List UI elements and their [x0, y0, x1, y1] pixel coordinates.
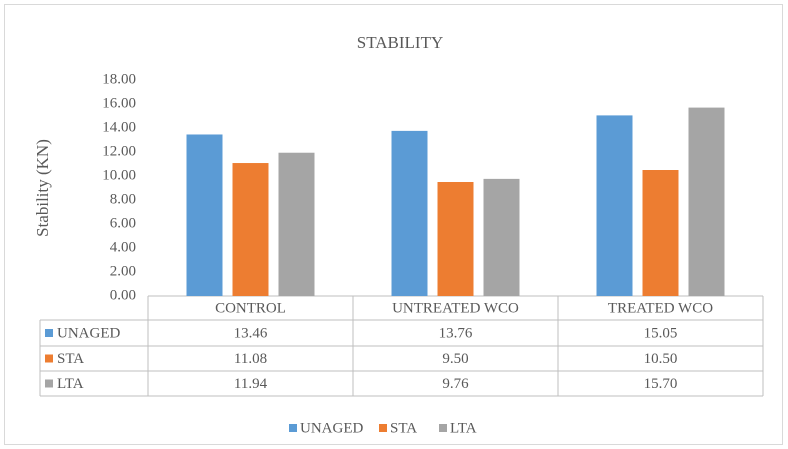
bar: [437, 182, 474, 296]
table-row-label: LTA: [57, 376, 84, 392]
table-cell: 11.94: [234, 376, 268, 392]
table-legend-key: [45, 379, 53, 388]
table-cell: 13.76: [439, 325, 473, 341]
y-tick-label: 4.00: [110, 239, 136, 255]
bar: [642, 170, 679, 296]
table-legend-key: [45, 329, 53, 337]
x-tick-label: CONTROL: [215, 300, 286, 316]
legend-label: STA: [390, 420, 417, 436]
table-cell: 9.50: [442, 351, 468, 367]
bar: [391, 130, 428, 296]
bar: [688, 107, 725, 296]
y-tick-label: 14.00: [102, 119, 136, 135]
table-row-label: UNAGED: [57, 325, 120, 341]
bar: [278, 152, 315, 296]
x-tick-label: UNTREATED WCO: [392, 300, 519, 316]
y-tick-label: 6.00: [110, 215, 136, 231]
table-row-label: STA: [57, 351, 84, 367]
bar: [596, 115, 633, 297]
y-tick-label: 0.00: [110, 287, 136, 303]
legend-key: [289, 424, 297, 432]
table-legend-key: [45, 354, 53, 363]
bar: [232, 163, 269, 296]
y-axis-label: Stability (KN): [33, 139, 52, 237]
table-cell: 15.05: [644, 325, 678, 341]
table-cell: 9.76: [442, 376, 469, 392]
bar: [186, 134, 223, 296]
chart-title: STABILITY: [357, 33, 443, 52]
x-tick-label: TREATED WCO: [608, 300, 713, 316]
legend-label: UNAGED: [300, 420, 363, 436]
bar: [483, 178, 520, 296]
table-cell: 13.46: [234, 325, 268, 341]
y-tick-label: 8.00: [110, 191, 136, 207]
legend-key: [439, 424, 447, 432]
legend-key: [379, 424, 387, 432]
y-tick-label: 16.00: [102, 95, 136, 111]
table-cell: 15.70: [644, 376, 678, 392]
y-tick-label: 10.00: [102, 167, 136, 183]
table-cell: 11.08: [234, 351, 267, 367]
legend-label: LTA: [450, 420, 477, 436]
y-tick-label: 18.00: [102, 71, 136, 87]
y-tick-label: 12.00: [102, 143, 136, 159]
y-tick-label: 2.00: [110, 263, 136, 279]
table-cell: 10.50: [644, 351, 678, 367]
